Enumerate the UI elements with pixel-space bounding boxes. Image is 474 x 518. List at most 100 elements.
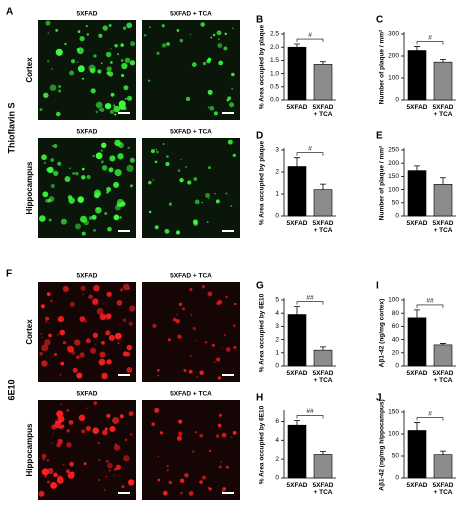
plaque-spot: [209, 106, 215, 111]
plaque-spot: [167, 338, 171, 342]
plaque-spot: [56, 475, 63, 482]
panel-letter: A: [6, 7, 13, 18]
plaque-spot: [180, 158, 182, 160]
stain-label: Thioflavin S: [6, 102, 16, 153]
significance-bracket: [416, 41, 444, 45]
error-bar: [414, 309, 420, 318]
plaque-spot: [116, 53, 120, 56]
plaque-spot: [108, 469, 111, 472]
plaque-spot: [162, 143, 165, 145]
plaque-spot: [41, 468, 49, 476]
plaque-spot: [75, 223, 82, 230]
plaque-spot: [97, 192, 101, 197]
category-label: 5XFAD + TCA: [432, 370, 454, 384]
bar: [433, 344, 453, 367]
plaque-spot: [52, 170, 59, 177]
plaque-spot: [230, 205, 233, 207]
y-tick-label: 60: [392, 323, 400, 330]
category-label: 5XFAD + TCA: [432, 482, 454, 496]
plaque-spot: [59, 374, 62, 376]
plaque-spot: [213, 361, 216, 363]
plaque-spot: [149, 26, 151, 28]
plaque-spot: [130, 41, 136, 47]
plaque-spot: [107, 226, 112, 232]
bar: [313, 454, 333, 479]
error-bar: [440, 177, 446, 185]
plaque-spot: [196, 376, 199, 378]
plaque-spot: [45, 198, 50, 203]
plaque-spot: [201, 201, 203, 204]
y-tick-label: 1.5: [270, 57, 279, 64]
plaque-spot: [81, 231, 86, 236]
plaque-spot: [76, 61, 79, 63]
plaque-spot: [40, 304, 45, 309]
plaque-spot: [79, 352, 85, 358]
plaque-spot: [114, 139, 121, 147]
y-tick-label: 4: [275, 310, 279, 317]
plaque-spot: [201, 475, 207, 480]
plaque-spot: [81, 167, 85, 171]
category-label: 5XFAD: [286, 220, 308, 227]
plaque-spot: [234, 302, 237, 306]
category-label: 5XFAD + TCA: [312, 370, 334, 384]
plaque-spot: [100, 149, 103, 152]
plaque-spot: [57, 161, 62, 166]
plaque-spot: [178, 419, 183, 424]
plaque-spot: [127, 287, 130, 290]
plaque-spot: [85, 320, 88, 323]
plaque-spot: [220, 460, 223, 463]
plaque-spot: [166, 155, 169, 158]
plaque-spot: [38, 490, 45, 497]
y-tick-label: 150: [388, 173, 399, 180]
plaque-spot: [67, 345, 74, 353]
plaque-spot: [208, 449, 212, 453]
category-label: 5XFAD: [406, 220, 428, 227]
plaque-spot: [216, 357, 221, 362]
plaque-spot: [126, 344, 133, 351]
plaque-spot: [226, 98, 229, 102]
plaque-spot: [120, 201, 126, 207]
plaque-spot: [124, 438, 128, 442]
plaque-spot: [53, 143, 58, 149]
y-axis-label: % Area occupied by plaque: [259, 24, 266, 109]
plaque-spot: [60, 361, 65, 366]
plaque-spot: [55, 48, 63, 56]
plaque-spot: [62, 285, 69, 292]
plaque-spot: [97, 441, 100, 445]
error-bar: [414, 422, 420, 431]
plaque-spot: [95, 343, 97, 345]
plaque-spot: [98, 479, 101, 481]
plaque-spot: [166, 465, 169, 467]
plaque-spot: [98, 33, 103, 38]
y-tick-label: 1: [275, 191, 279, 198]
plaque-spot: [194, 199, 200, 205]
plaque-spot: [59, 329, 66, 336]
error-bar: [320, 183, 326, 190]
y-tick-label: 4: [275, 437, 279, 444]
panel-letter: B: [256, 15, 263, 26]
plaque-spot: [85, 407, 88, 409]
category-label: 5XFAD + TCA: [312, 482, 334, 496]
plaque-spot: [114, 332, 122, 340]
region-label: Cortex: [25, 57, 34, 83]
plaque-spot: [218, 38, 220, 40]
plaque-spot: [85, 425, 91, 431]
significance-mark: ##: [306, 294, 314, 301]
y-tick-label: 0: [395, 475, 399, 482]
plaque-spot: [115, 464, 122, 470]
error-bar: [294, 306, 300, 315]
y-axis-label: Aβ1-42 (ng/mg cortex): [379, 299, 386, 368]
plaque-spot: [92, 154, 95, 158]
plaque-spot: [211, 344, 215, 347]
plaque-spot: [66, 429, 70, 433]
y-axis-label: Number of plaque / mm²: [379, 145, 386, 220]
plaque-spot: [204, 341, 208, 344]
plaque-spot: [104, 427, 109, 431]
y-tick-label: 0: [275, 213, 279, 220]
plaque-spot: [154, 225, 159, 230]
y-tick-label: 2: [275, 456, 279, 463]
plaque-spot: [199, 480, 203, 485]
plaque-spot: [46, 480, 50, 484]
plaque-spot: [97, 69, 102, 74]
panel-letter: H: [256, 393, 263, 404]
